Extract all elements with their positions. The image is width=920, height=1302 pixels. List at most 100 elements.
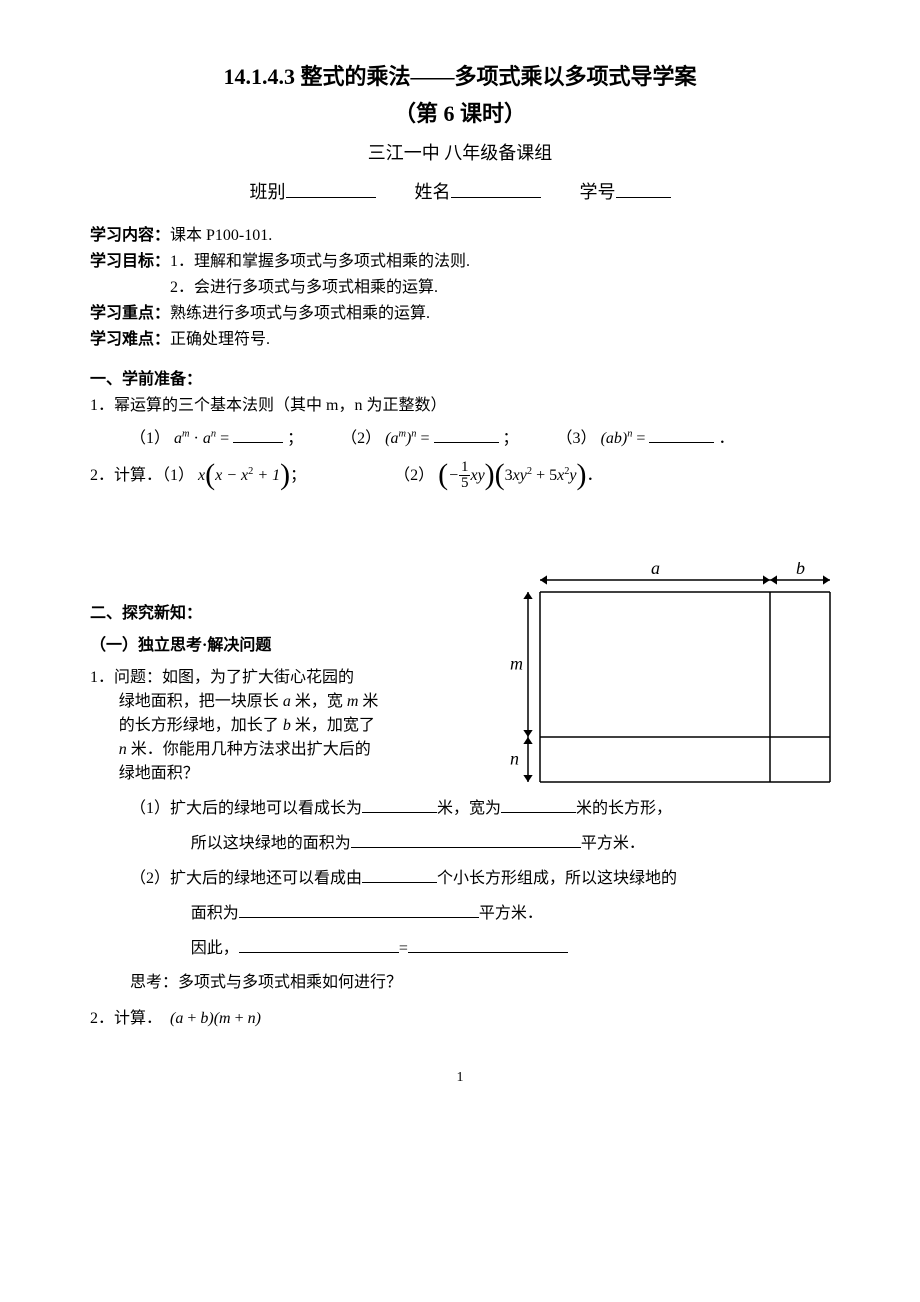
power-laws: （1） am · an = ； （2） (am)n = ； （3） (ab)n … (90, 426, 830, 451)
c1-inner-post: + 1 (253, 467, 280, 484)
q1-l4a: 米．你能用几种方法求出扩大后的 (127, 741, 371, 758)
svg-text:a: a (651, 562, 660, 578)
q2-n: n (248, 1010, 256, 1027)
sec1-line1: 1．幂运算的三个基本法则（其中 m，n 为正整数） (90, 394, 830, 418)
c2-b-open: ( (495, 460, 505, 490)
p3-eq: = (632, 430, 649, 447)
q1-1e: 平方米． (581, 835, 645, 852)
c2-frac: 15 (459, 460, 471, 491)
q1-l2a: 绿地面积，把一块原长 (119, 693, 283, 710)
p1-dot: · (190, 430, 203, 447)
c1-tail: ； (290, 467, 306, 484)
q2: 2．计算． (a + b)(m + n) (90, 1007, 830, 1031)
q1-part2-line2: 面积为 平方米． (130, 901, 830, 926)
c2-t1-xy: xy (513, 467, 527, 484)
rectangle-diagram: a b m n (500, 562, 840, 800)
content-text: 课本 P100-101. (170, 227, 272, 244)
focus-row: 学习重点：熟练进行多项式与多项式相乘的运算. (90, 302, 830, 326)
q1-l3a: 的长方形绿地，加长了 (119, 717, 283, 734)
q1-part2-line3: 因此， = (130, 936, 830, 961)
q2-close2: ) (256, 1010, 261, 1027)
q1-l4-var-n: n (119, 741, 127, 758)
c2-plus: + 5 (532, 467, 557, 484)
q1-2a: （2）扩大后的绿地还可以看成由 (130, 870, 362, 887)
goal-row-1: 学习目标：1．理解和掌握多项式与多项式相乘的法则. (90, 250, 830, 274)
q2-plus2: + (231, 1010, 248, 1027)
calc-label: 2．计算． (90, 467, 162, 484)
q1-line1: 1．问题：如图，为了扩大街心花园的 (90, 666, 430, 690)
goal-label: 学习目标： (90, 253, 170, 270)
svg-text:m: m (510, 654, 523, 674)
q1-1b: 米，宽为 (437, 800, 501, 817)
focus-label: 学习重点： (90, 305, 170, 322)
p2-eq: = (417, 430, 434, 447)
c2-tail: ． (587, 467, 603, 484)
q2-plus1: + (183, 1010, 200, 1027)
difficulty-label: 学习难点： (90, 331, 170, 348)
svg-text:b: b (796, 562, 805, 578)
name-label: 姓名 (415, 182, 451, 202)
goal-1: 1．理解和掌握多项式与多项式相乘的法则. (170, 253, 470, 270)
difficulty-text: 正确处理符号. (170, 331, 270, 348)
c2-label: （2） (394, 467, 434, 484)
c1-close: ) (280, 460, 290, 490)
section-1-head: 一、学前准备： (90, 368, 830, 392)
c1-open: ( (205, 460, 215, 490)
c2-den: 5 (459, 476, 471, 491)
c2-b-close: ) (577, 460, 587, 490)
page-number: 1 (90, 1067, 830, 1088)
q2-m: m (219, 1010, 231, 1027)
page-title: 14.1.4.3 整式的乘法——多项式乘以多项式导学案 (90, 60, 830, 93)
c2-xy: xy (470, 467, 484, 484)
q1-1c: 米的长方形， (576, 800, 672, 817)
c2-lp: ( (438, 460, 448, 490)
q1-l2-var-m: m (347, 693, 359, 710)
p3-ab: ab (606, 430, 622, 447)
p1-eq: = (216, 430, 233, 447)
svg-text:n: n (510, 749, 519, 769)
c1-label: （1） (162, 467, 194, 484)
think-line: 思考：多项式与多项式相乘如何进行？ (130, 971, 830, 995)
q1-l2b: 米，宽 (291, 693, 347, 710)
c1-x: x (198, 467, 205, 484)
q1-line2: 绿地面积，把一块原长 a 米，宽 m 米 (90, 690, 430, 714)
p2-tail: ； (503, 430, 519, 447)
q1-2eq: = (399, 940, 408, 957)
q1-l2c: 米 (358, 693, 378, 710)
q1-2d: 平方米． (479, 905, 543, 922)
c2-t1-coef: 3 (505, 467, 513, 484)
q1-1a: （1）扩大后的绿地可以看成长为 (130, 800, 362, 817)
page-subtitle: （第 6 课时） (90, 97, 830, 130)
p1-label: （1） (130, 430, 170, 447)
p2-m: m (398, 429, 406, 440)
focus-text: 熟练进行多项式与多项式相乘的运算. (170, 305, 430, 322)
q1-part1-line2: 所以这块绿地的面积为 平方米． (130, 831, 830, 856)
q1-part2-line1: （2）扩大后的绿地还可以看成由个小长方形组成，所以这块绿地的 (130, 866, 830, 891)
q1-line5: 绿地面积？ (90, 762, 430, 786)
sec1-calc: 2．计算．（1） x(x − x2 + 1)； （2） (−15xy)(3xy2… (90, 461, 830, 492)
c1-inner-pre: x − x (215, 467, 248, 484)
goal-2: 2．会进行多项式与多项式相乘的运算. (170, 279, 438, 296)
content-label: 学习内容： (90, 227, 170, 244)
p1-tail: ； (287, 430, 303, 447)
class-label: 班别 (250, 182, 286, 202)
q1-2e: 因此， (191, 940, 239, 957)
q1-1d: 所以这块绿地的面积为 (191, 835, 351, 852)
content-row: 学习内容：课本 P100-101. (90, 224, 830, 248)
p3-label: （3） (557, 430, 597, 447)
c2-t2-y: y (569, 467, 576, 484)
q1-2c: 面积为 (191, 905, 239, 922)
p1-a: a (174, 430, 182, 447)
q1-l3b: 米，加宽了 (291, 717, 375, 734)
p1-m: m (182, 429, 190, 440)
id-label: 学号 (580, 182, 616, 202)
p1-a2: a (203, 430, 211, 447)
q2-lead: 2．计算． (90, 1010, 162, 1027)
c2-neg: − (448, 467, 459, 484)
q1-l2-var-a: a (283, 693, 291, 710)
goal-row-2: 2．会进行多项式与多项式相乘的运算. (90, 276, 830, 300)
c2-rp: ) (485, 460, 495, 490)
school-line: 三江一中 八年级备课组 (90, 140, 830, 167)
p3-tail: ． (718, 430, 734, 447)
q1-line4: n 米．你能用几种方法求出扩大后的 (90, 738, 430, 762)
